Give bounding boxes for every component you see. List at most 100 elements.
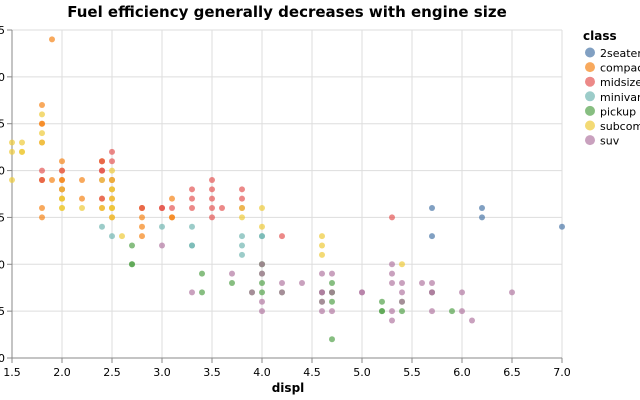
point-compact (39, 205, 45, 212)
point-subcompact (399, 261, 405, 268)
point-subcompact (59, 205, 65, 212)
point-midsize (99, 195, 105, 202)
legend-item-subcompact: subcompact (585, 120, 640, 133)
point-suv (429, 289, 435, 296)
y-tick-label: 35 (0, 118, 5, 131)
series-pickup (129, 242, 455, 343)
point-subcompact (59, 195, 65, 202)
point-compact (49, 36, 55, 43)
point-subcompact (39, 111, 45, 118)
x-tick-label: 2.5 (103, 366, 121, 379)
point-subcompact (39, 139, 45, 146)
point-minivan (99, 223, 105, 230)
axes (11, 30, 562, 359)
point-suv (319, 270, 325, 277)
point-compact (59, 176, 65, 183)
legend-swatch (585, 47, 595, 58)
point-subcompact (99, 205, 105, 212)
point-midsize (109, 158, 115, 165)
point-minivan (239, 233, 245, 240)
legend-swatch (585, 91, 595, 102)
series-subcompact (9, 111, 405, 268)
point-suv (389, 317, 395, 324)
point-pickup (329, 298, 335, 305)
point-subcompact (109, 214, 115, 221)
point-suv (399, 289, 405, 296)
point-compact (79, 176, 85, 183)
point-suv (509, 289, 515, 296)
point-midsize (99, 167, 105, 174)
point-suv (259, 298, 265, 305)
point-compact (139, 223, 145, 230)
point-suv (319, 298, 325, 305)
point-pickup (329, 336, 335, 343)
point-minivan (109, 233, 115, 240)
point-subcompact (259, 205, 265, 212)
point-midsize (189, 205, 195, 212)
legend-label: compact (600, 62, 640, 75)
x-tick-label: 5.0 (353, 366, 371, 379)
y-axis-ticks: 10 15 20 25 30 35 40 45 (0, 24, 12, 365)
point-suv (389, 308, 395, 315)
point-suv (329, 270, 335, 277)
point-subcompact (9, 139, 15, 146)
point-compact (169, 195, 175, 202)
point-minivan (189, 223, 195, 230)
legend-label: subcompact (600, 120, 640, 133)
point-compact (49, 176, 55, 183)
point-compact (39, 214, 45, 221)
x-axis-title: displ (272, 381, 305, 395)
data-points (9, 36, 565, 343)
point-midsize (209, 214, 215, 221)
point-suv (279, 289, 285, 296)
legend-swatch (585, 135, 595, 146)
point-suv (399, 280, 405, 287)
point-2seater (429, 205, 435, 212)
point-suv (279, 280, 285, 287)
x-tick-label: 1.5 (3, 366, 21, 379)
point-suv (399, 298, 405, 305)
x-tick-label: 4.0 (253, 366, 271, 379)
point-suv (389, 261, 395, 268)
point-subcompact (239, 205, 245, 212)
point-midsize (139, 205, 145, 212)
point-suv (329, 289, 335, 296)
legend: class 2seater compactmidsize minivanpickup… (583, 29, 640, 148)
point-suv (299, 280, 305, 287)
point-suv (459, 289, 465, 296)
x-tick-label: 2.0 (53, 366, 71, 379)
point-midsize (239, 195, 245, 202)
legend-swatch (585, 62, 595, 73)
x-tick-label: 3.0 (153, 366, 171, 379)
point-minivan (239, 251, 245, 258)
point-subcompact (109, 167, 115, 174)
legend-label: pickup (600, 105, 636, 118)
point-midsize (209, 176, 215, 183)
x-tick-label: 4.5 (303, 366, 321, 379)
point-midsize (189, 195, 195, 202)
point-2seater (429, 233, 435, 240)
point-compact (39, 120, 45, 127)
legend-item-midsize: midsize (585, 76, 640, 89)
point-subcompact (239, 214, 245, 221)
point-subcompact (9, 176, 15, 183)
point-compact (79, 195, 85, 202)
point-pickup (129, 261, 135, 268)
point-pickup (199, 289, 205, 296)
series-minivan (99, 223, 265, 258)
legend-item-pickup: pickup (585, 105, 636, 118)
point-suv (259, 308, 265, 315)
point-suv (359, 289, 365, 296)
point-pickup (129, 242, 135, 249)
point-pickup (329, 280, 335, 287)
point-suv (429, 280, 435, 287)
y-tick-label: 25 (0, 211, 5, 224)
legend-title: class (583, 29, 617, 43)
point-pickup (399, 308, 405, 315)
x-tick-label: 6.0 (453, 366, 471, 379)
x-tick-label: 3.5 (203, 366, 221, 379)
point-suv (159, 242, 165, 249)
point-midsize (389, 214, 395, 221)
legend-item-suv: suv (585, 135, 620, 148)
